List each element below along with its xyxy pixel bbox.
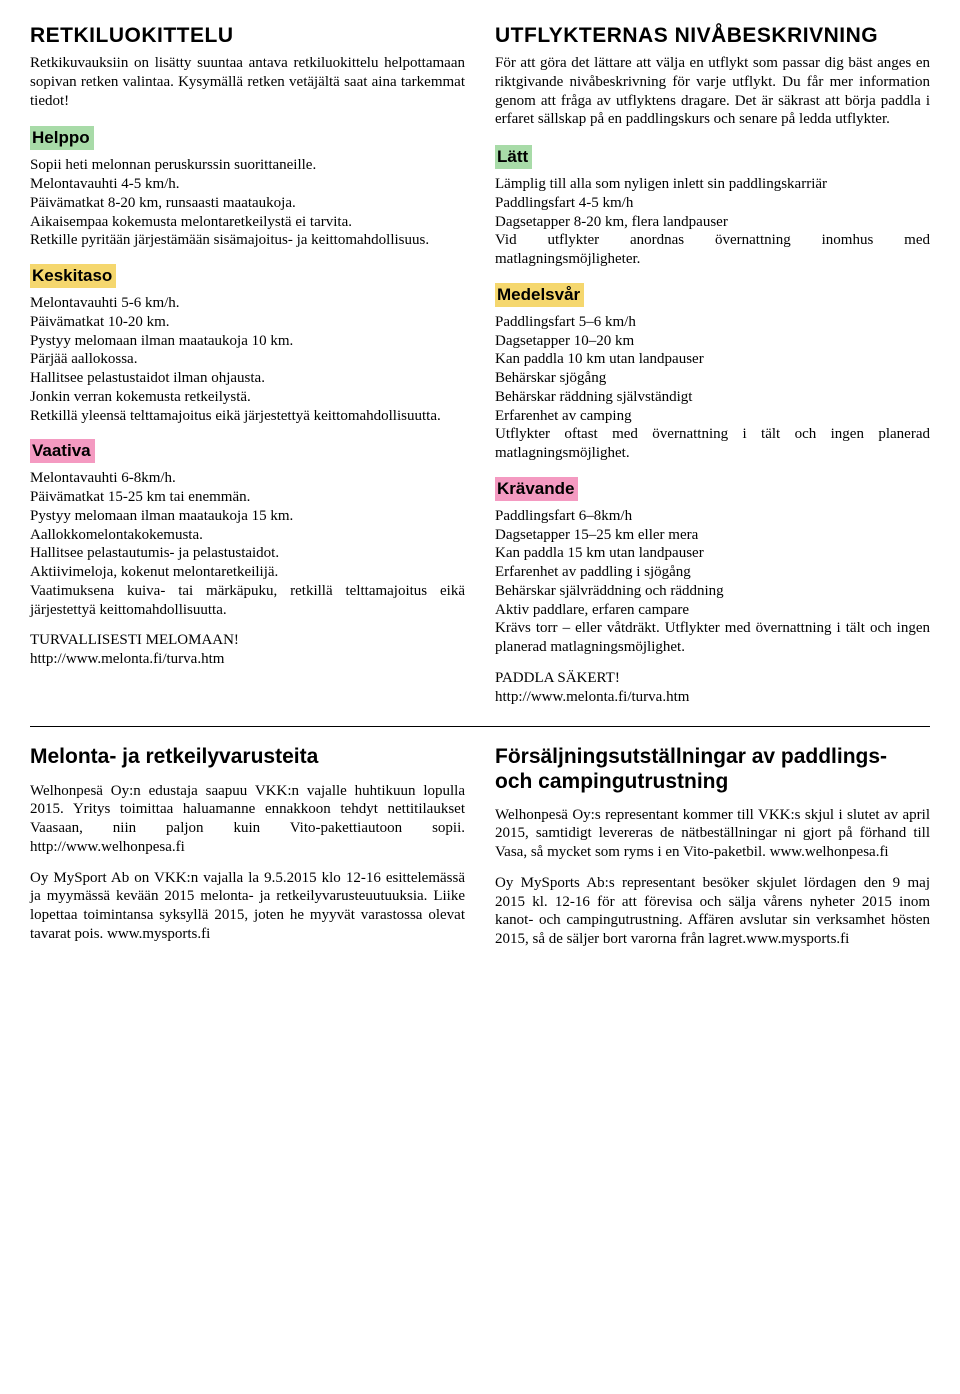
body-line: Dagsetapper 8-20 km, flera landpauser <box>495 213 930 232</box>
body-line: Retkille pyritään järjestämään sisämajoi… <box>30 231 465 250</box>
body-line: Päivämatkat 15-25 km tai enemmän. <box>30 488 465 507</box>
divider <box>30 726 930 727</box>
body-line: Aallokkomelontakokemusta. <box>30 526 465 545</box>
bottom-right-title: Försäljningsutställningar av paddlings- … <box>495 745 930 793</box>
tag-hard: Vaativa <box>30 439 95 463</box>
bottom-left-column: Melonta- ja retkeilyvarusteita Welhonpes… <box>30 745 465 949</box>
body-line: Paddlingsfart 5–6 km/h <box>495 313 930 332</box>
left-column: RETKILUOKITTELU Retkikuvauksiin on lisät… <box>30 24 465 706</box>
bottom-left-title: Melonta- ja retkeilyvarusteita <box>30 745 465 769</box>
body-line: Paddlingsfart 6–8km/h <box>495 507 930 526</box>
body-line: Päivämatkat 8-20 km, runsaasti maataukoj… <box>30 194 465 213</box>
body-line: Hallitsee pelastautumis- ja pelastustaid… <box>30 544 465 563</box>
body-line: Dagsetapper 15–25 km eller mera <box>495 526 930 545</box>
body-paragraph: Welhonpesä Oy:n edustaja saapuu VKK:n va… <box>30 782 465 857</box>
tag-easy-sv: Lätt <box>495 145 532 169</box>
left-intro: Retkikuvauksiin on lisätty suuntaa antav… <box>30 54 465 110</box>
left-footer: TURVALLISESTI MELOMAAN! http://www.melon… <box>30 631 465 669</box>
body-line: Vaatimuksena kuiva- tai märkäpuku, retki… <box>30 582 465 620</box>
body-line: Melontavauhti 6-8km/h. <box>30 469 465 488</box>
right-easy-body: Lämplig till alla som nyligen inlett sin… <box>495 175 930 269</box>
body-line: Erfarenhet av camping <box>495 407 930 426</box>
left-title: RETKILUOKITTELU <box>30 24 465 48</box>
body-line: Retkillä yleensä telttamajoitus eikä jär… <box>30 407 465 426</box>
footer-text: PADDLA SÄKERT! <box>495 669 930 688</box>
body-paragraph: Oy MySport Ab on VKK:n vajalla la 9.5.20… <box>30 869 465 944</box>
body-line: Pärjää aallokossa. <box>30 350 465 369</box>
body-line: Pystyy melomaan ilman maataukoja 10 km. <box>30 332 465 351</box>
body-line: Aktiivimeloja, kokenut melontaretkeilijä… <box>30 563 465 582</box>
body-line: Lämplig till alla som nyligen inlett sin… <box>495 175 930 194</box>
bottom-right-column: Försäljningsutställningar av paddlings- … <box>495 745 930 949</box>
tag-medium-sv: Medelsvår <box>495 283 584 307</box>
left-easy-body: Sopii heti melonnan peruskurssin suoritt… <box>30 156 465 250</box>
right-medium-body: Paddlingsfart 5–6 km/h Dagsetapper 10–20… <box>495 313 930 463</box>
body-line: Aikaisempaa kokemusta melontaretkeilystä… <box>30 213 465 232</box>
footer-text: TURVALLISESTI MELOMAAN! <box>30 631 465 650</box>
body-line: Melontavauhti 4-5 km/h. <box>30 175 465 194</box>
body-line: Krävs torr – eller våtdräkt. Utflykter m… <box>495 619 930 657</box>
body-line: Behärskar räddning självständigt <box>495 388 930 407</box>
bottom-right-body: Welhonpesä Oy:s representant kommer till… <box>495 806 930 949</box>
body-paragraph: Oy MySports Ab:s representant besöker sk… <box>495 874 930 949</box>
right-footer: PADDLA SÄKERT! http://www.melonta.fi/tur… <box>495 669 930 707</box>
body-line: Jonkin verran kokemusta retkeilystä. <box>30 388 465 407</box>
body-line: Kan paddla 15 km utan landpauser <box>495 544 930 563</box>
left-hard-body: Melontavauhti 6-8km/h. Päivämatkat 15-25… <box>30 469 465 619</box>
top-columns: RETKILUOKITTELU Retkikuvauksiin on lisät… <box>30 24 930 706</box>
right-hard-body: Paddlingsfart 6–8km/h Dagsetapper 15–25 … <box>495 507 930 657</box>
footer-link[interactable]: http://www.melonta.fi/turva.htm <box>495 688 930 707</box>
body-line: Behärskar sjögång <box>495 369 930 388</box>
footer-link[interactable]: http://www.melonta.fi/turva.htm <box>30 650 465 669</box>
right-column: UTFLYKTERNAS NIVÅBESKRIVNING För att gör… <box>495 24 930 706</box>
body-line: Hallitsee pelastustaidot ilman ohjausta. <box>30 369 465 388</box>
right-title: UTFLYKTERNAS NIVÅBESKRIVNING <box>495 24 930 48</box>
body-line: Dagsetapper 10–20 km <box>495 332 930 351</box>
body-line: Kan paddla 10 km utan landpauser <box>495 350 930 369</box>
tag-easy: Helppo <box>30 126 94 150</box>
body-line: Sopii heti melonnan peruskurssin suoritt… <box>30 156 465 175</box>
right-intro: För att göra det lättare att välja en ut… <box>495 54 930 129</box>
bottom-left-body: Welhonpesä Oy:n edustaja saapuu VKK:n va… <box>30 782 465 944</box>
body-line: Melontavauhti 5-6 km/h. <box>30 294 465 313</box>
body-line: Pystyy melomaan ilman maataukoja 15 km. <box>30 507 465 526</box>
body-paragraph: Welhonpesä Oy:s representant kommer till… <box>495 806 930 862</box>
body-line: Paddlingsfart 4-5 km/h <box>495 194 930 213</box>
bottom-columns: Melonta- ja retkeilyvarusteita Welhonpes… <box>30 745 930 949</box>
body-line: Päivämatkat 10-20 km. <box>30 313 465 332</box>
tag-medium: Keskitaso <box>30 264 116 288</box>
body-line: Erfarenhet av paddling i sjögång <box>495 563 930 582</box>
tag-hard-sv: Krävande <box>495 477 578 501</box>
body-line: Aktiv paddlare, erfaren campare <box>495 601 930 620</box>
body-line: Behärskar självräddning och räddning <box>495 582 930 601</box>
body-line: Utflykter oftast med övernattning i tält… <box>495 425 930 463</box>
body-line: Vid utflykter anordnas övernattning inom… <box>495 231 930 269</box>
left-medium-body: Melontavauhti 5-6 km/h. Päivämatkat 10-2… <box>30 294 465 425</box>
